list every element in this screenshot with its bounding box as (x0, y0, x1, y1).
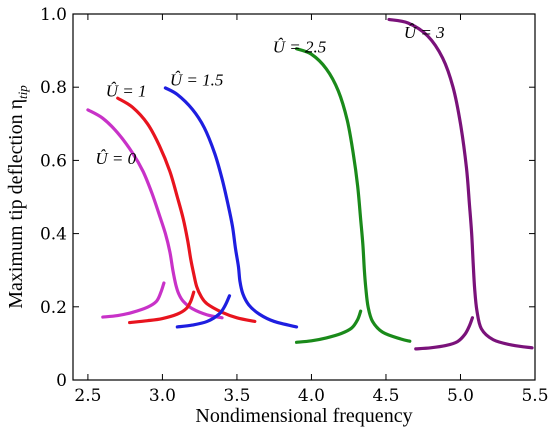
x-tick-label: 5.5 (521, 386, 548, 406)
series-annotation: Û = 1.5 (170, 70, 224, 89)
y-tick-label: 0.2 (40, 298, 67, 318)
x-tick-label: 3.0 (149, 386, 176, 406)
series-upper-branch (387, 17, 534, 350)
annotations: Û = 0 Û = 1 Û = 1.5 Û = 2.5 Û = 3 (95, 23, 444, 168)
series-lower-branch (101, 281, 166, 319)
series-2 (163, 86, 299, 329)
series-group (86, 17, 534, 351)
x-tick-label: 4.5 (372, 386, 399, 406)
x-tick-label: 4.0 (298, 386, 325, 406)
series-lower-branch (294, 309, 363, 344)
plot-frame (72, 13, 536, 381)
x-tick-label: 5.0 (447, 386, 474, 406)
series-lower-branch (128, 290, 196, 325)
y-axis-label-main: Maximum tip deflection η (5, 99, 27, 309)
series-lower-branch (414, 316, 475, 351)
y-axis-label: Maximum tip deflection ηtip (5, 85, 30, 309)
series-3 (294, 47, 412, 344)
series-upper-branch (86, 108, 224, 320)
series-1 (116, 96, 257, 325)
y-axis-label-subscript: tip (15, 85, 30, 99)
x-tick-label: 3.5 (223, 386, 250, 406)
y-tick-label: 0 (56, 371, 67, 391)
series-upper-branch (116, 96, 257, 324)
series-0 (86, 108, 224, 320)
y-axis-ticks: 0 0.2 0.4 0.6 0.8 1.0 (40, 5, 535, 391)
series-annotation: Û = 2.5 (273, 37, 327, 56)
x-tick-label: 2.5 (74, 386, 101, 406)
y-tick-label: 0.4 (40, 225, 67, 245)
series-lower-branch (175, 294, 232, 329)
series-annotation: Û = 3 (404, 23, 445, 42)
series-upper-branch (294, 47, 412, 343)
series-upper-branch (163, 86, 299, 329)
y-tick-label: 1.0 (40, 5, 67, 25)
y-tick-label: 0.8 (40, 78, 67, 98)
series-annotation: Û = 0 (95, 149, 136, 168)
series-4 (387, 17, 534, 351)
series-annotation: Û = 1 (106, 81, 147, 100)
x-axis-label: Nondimensional frequency (195, 405, 412, 427)
y-tick-label: 0.6 (40, 151, 67, 171)
x-axis-ticks: 2.5 3.0 3.5 4.0 4.5 5.0 5.5 (74, 14, 549, 406)
